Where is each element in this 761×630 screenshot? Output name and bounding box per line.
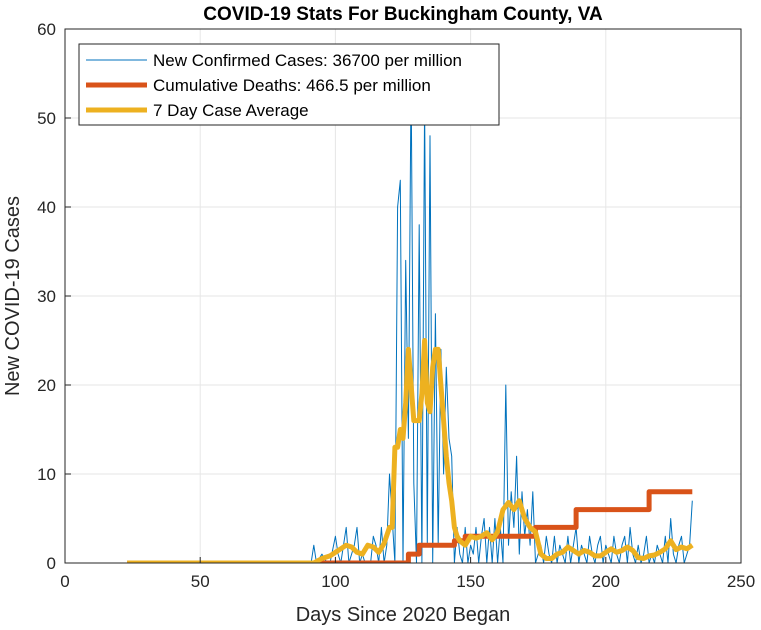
y-axis-ticks: 0 10 20 30 40 50 60: [37, 20, 71, 573]
series-line-new-confirmed-cases: [127, 73, 693, 563]
y-tick-label: 0: [47, 554, 56, 573]
legend-entry-label: 7 Day Case Average: [153, 101, 309, 120]
series-line-cumulative-deaths: [127, 489, 693, 563]
series-line-7-day-case-average: [127, 338, 694, 563]
chart-title: COVID-19 Stats For Buckingham County, VA: [203, 4, 603, 25]
legend-box: [78, 43, 500, 126]
y-tick-label: 10: [37, 465, 56, 484]
y-tick-label: 40: [37, 198, 56, 217]
x-tick-label: 150: [456, 572, 484, 591]
x-tick-label: 0: [60, 572, 69, 591]
x-tick-label: 50: [191, 572, 210, 591]
x-tick-label: 200: [592, 572, 620, 591]
y-tick-label: 50: [37, 109, 56, 128]
y-tick-label: 60: [37, 20, 56, 39]
x-tick-label: 100: [321, 572, 349, 591]
series-layer: [127, 73, 694, 563]
y-axis-label: New COVID-19 Cases: [2, 196, 24, 396]
y-tick-label: 20: [37, 376, 56, 395]
x-axis-label: Days Since 2020 Began: [296, 604, 511, 626]
legend-entry-label: New Confirmed Cases: 36700 per million: [153, 51, 462, 70]
legend-entry-label: Cumulative Deaths: 466.5 per million: [153, 76, 431, 95]
x-tick-label: 250: [727, 572, 755, 591]
legend: New Confirmed Cases: 36700 per million Cu…: [78, 43, 500, 126]
y-tick-label: 30: [37, 287, 56, 306]
x-axis-ticks: 0 50 100 150 200 250: [60, 557, 755, 591]
